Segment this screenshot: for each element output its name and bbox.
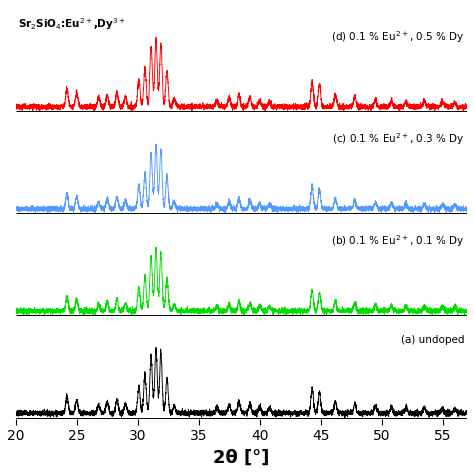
Text: Sr$_2$SiO$_4$:Eu$^{2+}$,Dy$^{3+}$: Sr$_2$SiO$_4$:Eu$^{2+}$,Dy$^{3+}$ (18, 16, 126, 32)
Text: (c) 0.1 % Eu$^{2+}$, 0.3 % Dy: (c) 0.1 % Eu$^{2+}$, 0.3 % Dy (332, 131, 465, 147)
X-axis label: 2θ [°]: 2θ [°] (213, 449, 270, 467)
Text: (a) undoped: (a) undoped (401, 336, 465, 346)
Text: (b) 0.1 % Eu$^{2+}$, 0.1 % Dy: (b) 0.1 % Eu$^{2+}$, 0.1 % Dy (331, 233, 465, 249)
Text: (d) 0.1 % Eu$^{2+}$, 0.5 % Dy: (d) 0.1 % Eu$^{2+}$, 0.5 % Dy (331, 29, 465, 45)
